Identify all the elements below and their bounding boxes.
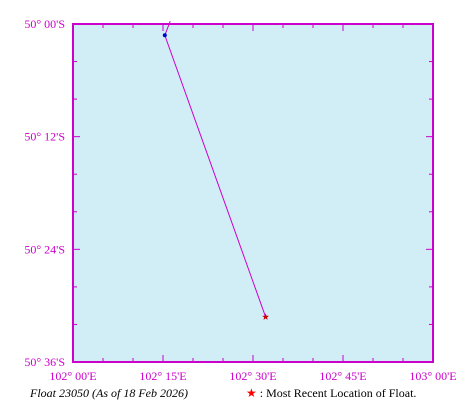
float-start-point [162, 33, 167, 38]
y-tick-label: 50° 00'S [24, 17, 65, 31]
map-legend: ★ : Most Recent Location of Float. [246, 386, 416, 401]
axis-tick-labels: 102° 00'E 102° 15'E 102° 30'E 102° 45'E 103°… [24, 17, 456, 383]
x-tick-label: 102° 15'E [139, 369, 186, 383]
x-tick-label: 102° 30'E [229, 369, 276, 383]
latest-position-star-icon [262, 313, 270, 320]
legend-text: : Most Recent Location of Float. [259, 386, 417, 400]
y-tick-label: 50° 36'S [24, 355, 65, 369]
x-tick-label: 103° 00'E [409, 369, 456, 383]
star-legend-icon: ★ [246, 386, 257, 400]
x-tick-label: 102° 45'E [319, 369, 366, 383]
ocean-area [73, 24, 433, 362]
y-tick-label: 50° 12'S [24, 130, 65, 144]
y-tick-label: 50° 24'S [24, 242, 65, 256]
x-tick-label: 102° 00'E [49, 369, 96, 383]
float-caption: Float 23050 (As of 18 Feb 2026) [30, 386, 188, 400]
map-border [72, 23, 434, 363]
